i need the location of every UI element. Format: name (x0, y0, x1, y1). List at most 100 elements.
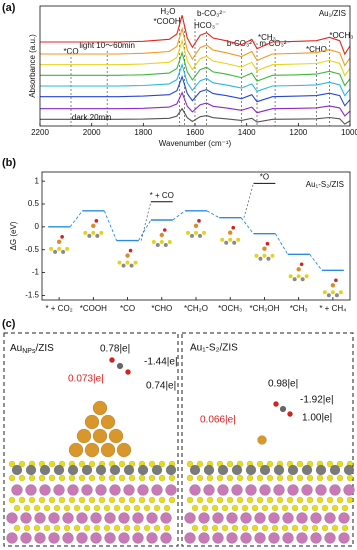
atom (109, 464, 121, 476)
atom (103, 504, 111, 512)
x-tick-label: *CHO (151, 304, 172, 313)
atom (216, 496, 224, 504)
atom (108, 428, 124, 444)
atom (137, 464, 149, 476)
atom (25, 484, 37, 496)
x-tick-label: *CH₃OH (249, 304, 279, 313)
atom (301, 524, 309, 532)
frame-right (181, 332, 354, 547)
atom (133, 504, 141, 512)
atom (288, 274, 293, 279)
atom (240, 532, 252, 544)
x-tick-label: 1600 (186, 128, 204, 137)
adsorbate-model (49, 235, 70, 254)
atom (341, 524, 349, 532)
atom (100, 414, 116, 430)
atom (39, 464, 51, 476)
atom (98, 496, 106, 504)
atom (165, 464, 177, 476)
panel-label: (b) (2, 157, 16, 169)
atom (63, 524, 71, 532)
atom (109, 484, 121, 496)
atom (78, 474, 86, 482)
atom (168, 474, 176, 482)
atom (286, 474, 294, 482)
atom (336, 460, 344, 468)
atom (13, 504, 21, 512)
atom (121, 263, 126, 268)
atom (6, 512, 18, 524)
atom (281, 504, 289, 512)
atom (306, 474, 314, 482)
charge: 0.98|e| (268, 379, 298, 390)
annotation: *CO (63, 47, 78, 56)
atom (346, 496, 354, 504)
atom (226, 460, 234, 468)
adsorbate-model (117, 248, 138, 268)
y-axis-label: ΔG (eV) (9, 221, 18, 250)
atom (189, 484, 201, 496)
annotation: *CH₃ (258, 33, 276, 42)
atom (232, 240, 237, 245)
charge: -1.44|e| (144, 357, 178, 368)
atom (310, 532, 322, 544)
spectrum-line (40, 26, 351, 67)
atom (160, 532, 172, 544)
atom (228, 230, 233, 235)
atom (296, 496, 304, 504)
atom (329, 464, 341, 476)
atom (129, 263, 134, 268)
atom (43, 524, 51, 532)
spectrum-line (40, 15, 351, 56)
atom (67, 464, 79, 476)
atom (336, 496, 344, 504)
atom (266, 474, 274, 482)
panel-label: (c) (2, 318, 16, 330)
atom (109, 357, 115, 363)
atom (329, 484, 341, 496)
atom (226, 512, 238, 524)
atom (151, 464, 163, 476)
atom (20, 532, 32, 544)
spectrum-line (40, 74, 351, 107)
atom (341, 504, 349, 512)
atom (271, 504, 279, 512)
atom (132, 512, 144, 524)
spectrum-line (40, 38, 351, 77)
atom (217, 464, 229, 476)
atom (196, 496, 204, 504)
atom (108, 496, 116, 504)
atom (273, 484, 285, 496)
atom (321, 524, 329, 532)
y-tick-label: 0.5 (28, 199, 40, 208)
connector (138, 219, 152, 241)
atom (133, 524, 141, 532)
atom (245, 464, 257, 476)
atom (191, 524, 199, 532)
atom (196, 460, 204, 468)
atom (322, 290, 327, 295)
x-tick-label: * + CO₂ (45, 304, 72, 313)
atom (262, 253, 267, 258)
atom (311, 504, 319, 512)
atom (116, 442, 132, 458)
atom (343, 484, 355, 496)
atom (128, 474, 136, 482)
atom (338, 290, 343, 295)
annotation: b-CO₃²⁻ (197, 9, 226, 18)
atom (53, 524, 61, 532)
atom (25, 464, 37, 476)
atom (203, 464, 215, 476)
atom (94, 219, 99, 223)
atom (251, 524, 259, 532)
atom (148, 460, 156, 468)
atom (211, 504, 219, 512)
atom (254, 253, 259, 258)
spectrum-line (40, 91, 351, 117)
atom (245, 484, 257, 496)
connector (206, 210, 220, 219)
y-tick-label: -0.5 (25, 245, 39, 254)
atom (151, 240, 156, 244)
atom (240, 512, 252, 524)
atom (153, 524, 161, 532)
